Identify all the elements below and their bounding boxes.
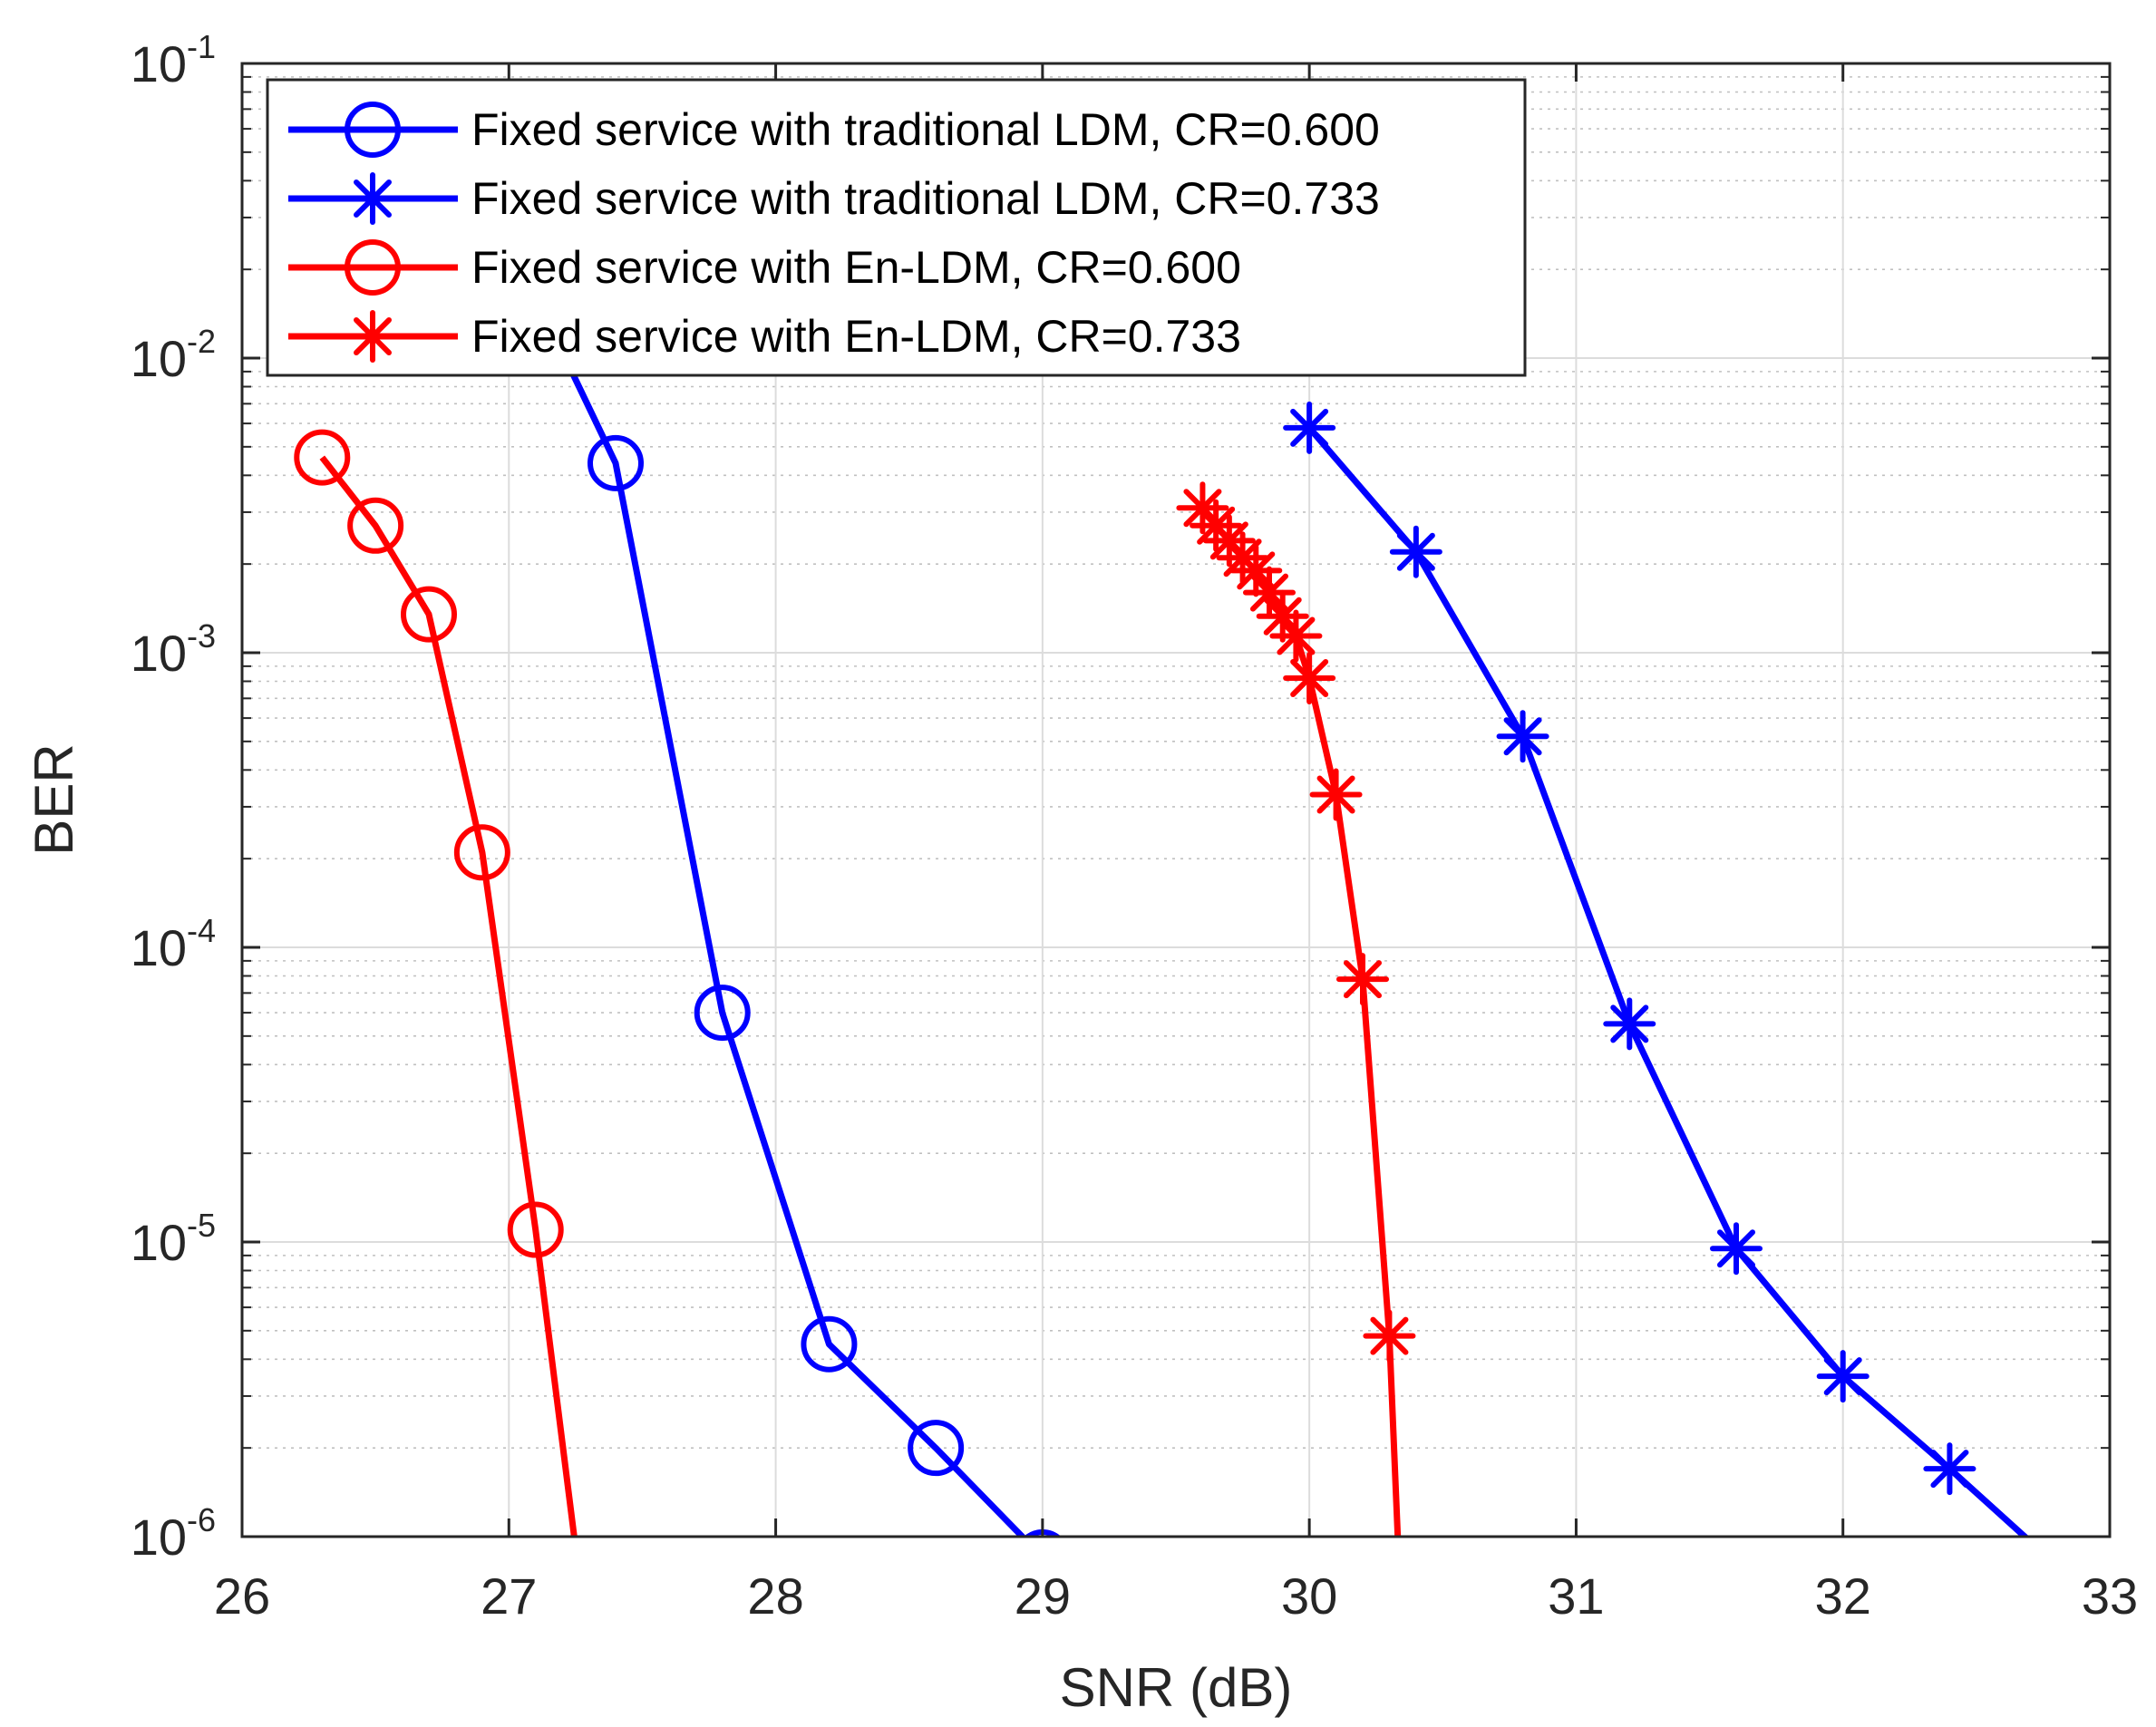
series-4-marker-stroke: [1277, 616, 1316, 655]
series-3-marker: [453, 824, 510, 881]
y-tick-base: 10: [131, 1214, 187, 1271]
y-tick-exponent: -3: [187, 617, 216, 655]
series-4-marker-stroke: [1316, 775, 1355, 814]
legend: Fixed service with traditional LDM, CR=0…: [266, 78, 1527, 377]
series-4-marker: [1336, 953, 1389, 1006]
x-axis-tick-labels: 26 27 28 29 30 31 32 33: [214, 1567, 2138, 1625]
series-2-marker: [1710, 1222, 1763, 1276]
series-4-marker: [1243, 566, 1296, 619]
series-4-marker-stroke: [1237, 551, 1276, 590]
y-axis-tick-labels: 10-610-510-410-310-210-1: [131, 28, 216, 1566]
y-tick-base: 10: [131, 330, 187, 387]
legend-marker-1: [345, 102, 401, 158]
legend-label-4: Fixed service with En-LDM, CR=0.733: [471, 311, 1241, 362]
series-4-marker-stroke: [1250, 573, 1288, 612]
x-tick-label: 26: [214, 1567, 270, 1625]
y-tick-label: 10-5: [131, 1207, 216, 1271]
series-4-marker: [1269, 609, 1323, 663]
x-tick-label: 31: [1548, 1567, 1604, 1625]
x-tick-label: 27: [481, 1567, 537, 1625]
series-2-marker: [1389, 525, 1442, 578]
axis-ticks: [240, 62, 2112, 1538]
series-2-marker-stroke: [1930, 1450, 1969, 1489]
series-line-3: [319, 455, 578, 1537]
y-tick-exponent: -5: [187, 1207, 216, 1244]
y-tick-label: 10-4: [131, 912, 216, 976]
x-tick-label: 33: [2082, 1567, 2138, 1625]
series-2-marker-stroke: [1717, 1229, 1755, 1268]
legend-marker-2: [346, 172, 399, 225]
series-1-marker: [588, 434, 644, 491]
series-4-marker: [1363, 1309, 1416, 1363]
legend-label-3: Fixed service with En-LDM, CR=0.600: [471, 242, 1241, 293]
series-3-marker: [507, 1201, 564, 1258]
legend-marker-3: [345, 239, 401, 296]
x-tick-label: 32: [1815, 1567, 1871, 1625]
x-axis-label: SNR (dB): [1060, 1657, 1293, 1718]
series-2-marker-stroke: [1823, 1357, 1862, 1396]
legend-marker-4: [346, 310, 399, 363]
series-2-marker: [1283, 401, 1336, 454]
legend-label-2: Fixed service with traditional LDM, CR=0…: [471, 173, 1380, 224]
series-1-marker: [908, 1420, 965, 1477]
series-2-marker-stroke: [1290, 408, 1329, 447]
y-tick-label: 10-2: [131, 323, 216, 387]
y-axis-label: BER: [24, 743, 84, 855]
series-1-marker: [694, 985, 751, 1042]
y-tick-label: 10-3: [131, 617, 216, 682]
series-2-marker-stroke: [1503, 717, 1542, 756]
series-2-marker-stroke: [1610, 1004, 1649, 1043]
y-tick-base: 10: [131, 1509, 187, 1566]
legend-marker-4-stroke: [354, 317, 392, 355]
y-tick-exponent: -6: [187, 1501, 216, 1538]
series-3-marker: [401, 586, 457, 643]
x-tick-label: 30: [1281, 1567, 1337, 1625]
series-2-marker: [1923, 1442, 1976, 1496]
y-tick-exponent: -1: [187, 28, 216, 65]
y-tick-base: 10: [131, 35, 187, 92]
y-tick-base: 10: [131, 919, 187, 976]
series-4-marker-stroke: [1263, 597, 1302, 635]
x-tick-label: 28: [747, 1567, 803, 1625]
y-tick-label: 10-6: [131, 1501, 216, 1566]
y-tick-base: 10: [131, 625, 187, 682]
series-2-marker: [1496, 710, 1549, 763]
series-4-marker-stroke: [1370, 1316, 1409, 1355]
y-tick-exponent: -2: [187, 323, 216, 360]
series-4-marker-stroke: [1290, 659, 1329, 698]
y-tick-exponent: -4: [187, 912, 216, 949]
series-4-marker: [1283, 652, 1336, 705]
series-3-marker: [294, 429, 351, 486]
legend-marker-2-stroke: [354, 179, 392, 218]
legend-box: [266, 78, 1527, 377]
axes-box: [240, 62, 2112, 1538]
series-4-marker: [1309, 768, 1363, 821]
x-tick-label: 29: [1015, 1567, 1071, 1625]
series-1-marker: [801, 1315, 858, 1373]
series-3-marker: [347, 497, 404, 554]
series-2-marker: [1603, 997, 1656, 1051]
series-4-marker-stroke: [1344, 960, 1382, 999]
y-tick-label: 10-1: [131, 28, 216, 92]
legend-label-1: Fixed service with traditional LDM, CR=0…: [471, 104, 1380, 155]
series-2-marker-stroke: [1396, 532, 1435, 571]
series-4-marker-stroke: [1183, 489, 1222, 528]
series-2-marker: [1816, 1350, 1870, 1403]
